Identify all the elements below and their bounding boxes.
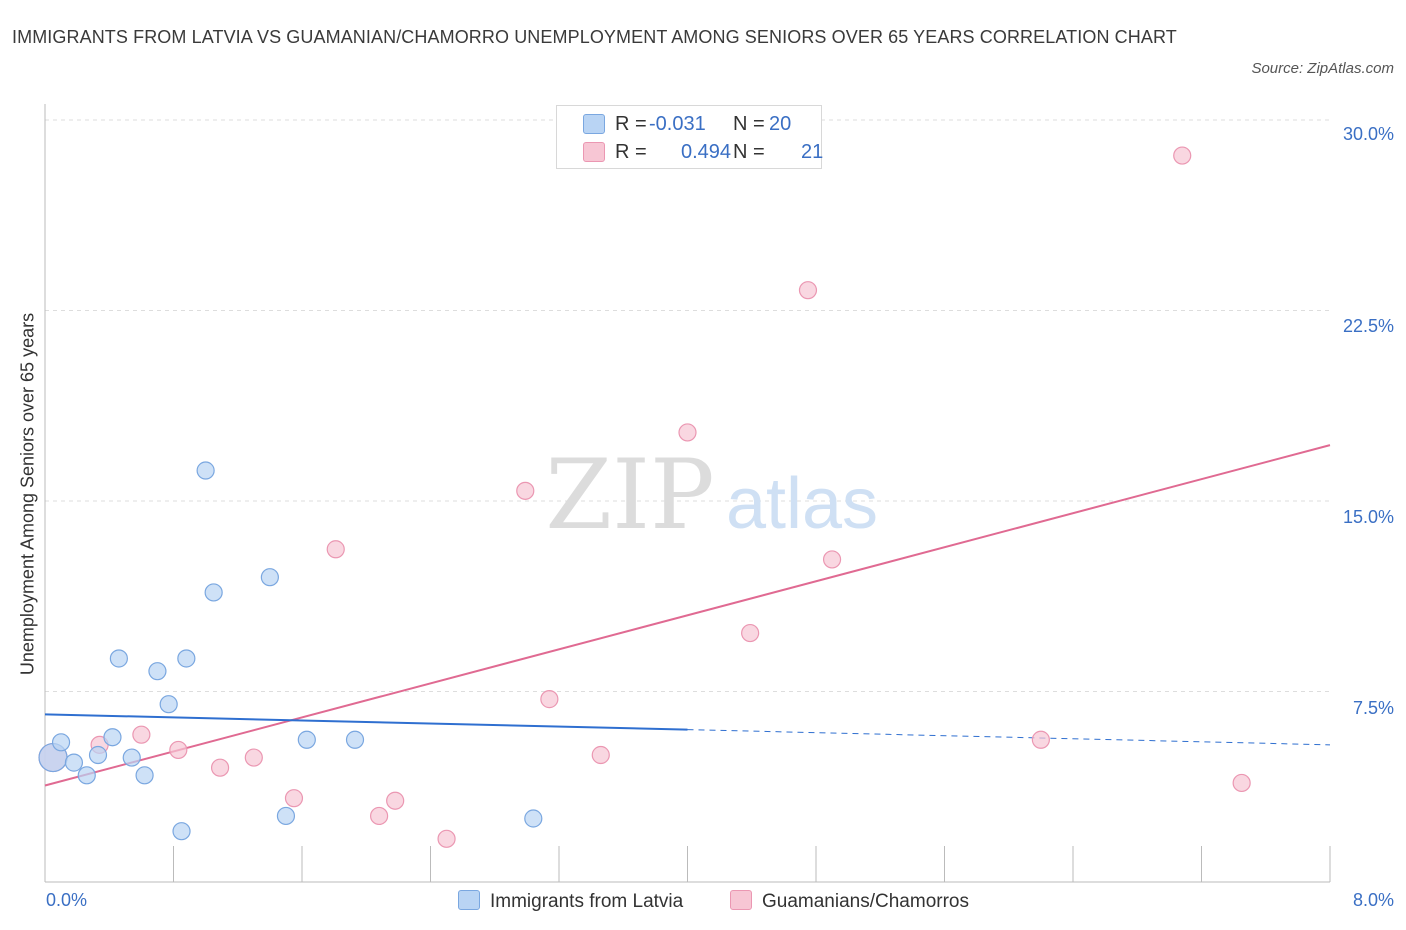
point-guamanian [437,829,456,848]
y-tick-label-15: 15.0% [1342,507,1394,527]
point-guamanian [591,745,610,765]
point-guamanian [132,725,151,744]
x-tick-label-max: 8.0% [1352,890,1394,910]
legend-r-label: R = [615,141,647,163]
bottom-legend-latvia: Immigrants from Latvia [458,888,683,916]
legend-n-value: 21 [801,141,824,163]
legend-r-label: R = [615,113,647,135]
point-guamanian [540,690,559,709]
y-tick-label-7-5: 7.5% [1352,698,1394,718]
point-guamanian [1031,730,1050,749]
data-points [38,146,1251,848]
watermark-atlas: atlas [726,464,878,544]
point-latvia [345,730,365,749]
source-credit: Source: ZipAtlas.com [1251,60,1394,77]
point-latvia [159,695,178,714]
legend-n-label: N = [733,113,765,135]
bottom-legend-label: Guamanians/Chamorros [762,891,969,912]
point-guamanian [326,540,345,559]
point-guamanian [169,740,188,760]
point-latvia [524,809,543,828]
legend-r-value: -0.031 [649,113,706,135]
y-tick-label-22-5: 22.5% [1342,316,1394,336]
bottom-legend-label: Immigrants from Latvia [490,891,684,912]
point-guamanian [284,789,304,808]
correlation-legend: R = -0.031 N = 20 R = 0.494 N = 21 [556,105,824,169]
point-guamanian [798,281,818,300]
point-guamanian [244,748,263,767]
trend-line-guamanian [44,444,1331,787]
bottom-legend-swatch-blue [458,890,480,910]
point-latvia [88,745,108,765]
point-latvia [51,733,71,752]
bottom-legend-guamanian: Guamanians/Chamorros [730,888,969,916]
point-guamanian [741,623,760,643]
point-guamanian [386,791,405,810]
point-latvia [276,806,296,826]
bottom-legend-swatch-pink [730,890,752,910]
point-guamanian [1232,773,1251,793]
gridlines [45,119,1330,692]
point-latvia [260,568,279,587]
point-guamanian [1173,146,1192,165]
point-latvia [148,662,167,681]
point-latvia [64,753,84,772]
legend-swatch-blue [583,114,605,134]
point-guamanian [370,806,389,826]
point-latvia [204,583,223,602]
point-latvia [122,748,141,767]
y-axis-label: Unemployment Among Seniors over 65 years [17,312,38,676]
point-latvia [135,766,154,785]
point-latvia [196,461,215,480]
legend-n-value: 20 [769,113,792,135]
legend-r-value: 0.494 [681,141,732,163]
point-guamanian [516,481,535,500]
point-guamanian [822,550,842,569]
trend-line-latvia-extension [687,729,1331,746]
point-latvia [103,728,122,747]
chart-title: IMMIGRANTS FROM LATVIA VS GUAMANIAN/CHAM… [12,27,1177,47]
trend-lines [44,444,1331,787]
point-guamanian [210,758,230,777]
point-latvia [77,766,96,785]
point-latvia [109,649,128,668]
y-tick-label-30: 30.0% [1342,124,1394,144]
watermark-zip: ZIP [545,439,714,551]
legend-n-label: N = [733,141,765,163]
point-guamanian [678,423,697,442]
point-latvia [172,822,191,841]
point-latvia [297,730,316,749]
trend-line-latvia [44,713,688,731]
x-tick-label-min: 0.0% [46,890,88,910]
legend-swatch-pink [583,142,605,162]
point-latvia [177,649,196,668]
